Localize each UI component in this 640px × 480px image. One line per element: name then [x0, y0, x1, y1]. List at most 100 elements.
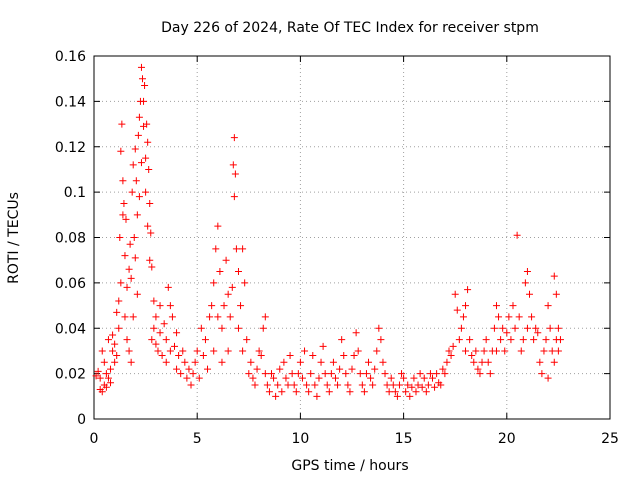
data-point: [466, 336, 474, 344]
data-point: [490, 324, 498, 332]
data-point: [140, 97, 148, 105]
data-point: [296, 358, 304, 366]
y-tick-label: 0.16: [55, 49, 86, 65]
data-point: [100, 358, 108, 366]
data-point: [201, 336, 209, 344]
data-point: [94, 367, 102, 375]
data-point: [214, 313, 222, 321]
data-point: [420, 374, 428, 382]
data-point: [367, 374, 375, 382]
data-point: [470, 358, 478, 366]
data-point: [120, 199, 128, 207]
data-point: [309, 351, 317, 359]
data-point: [187, 381, 195, 389]
data-point: [334, 381, 342, 389]
data-point: [521, 279, 529, 287]
data-point: [175, 351, 183, 359]
data-point: [542, 336, 550, 344]
data-point: [501, 347, 509, 355]
data-point: [441, 370, 449, 378]
data-point: [206, 313, 214, 321]
data-point: [486, 370, 494, 378]
data-point: [451, 290, 459, 298]
data-point: [216, 268, 224, 276]
data-point: [358, 381, 366, 389]
y-tick-label: 0.06: [55, 276, 86, 292]
data-point: [92, 372, 100, 380]
data-point: [414, 381, 422, 389]
data-point: [422, 388, 430, 396]
data-point: [428, 374, 436, 382]
data-point: [482, 336, 490, 344]
data-point: [329, 358, 337, 366]
data-point: [528, 313, 536, 321]
data-point: [98, 388, 106, 396]
data-point: [243, 336, 251, 344]
data-point: [131, 254, 139, 262]
data-point: [107, 365, 115, 373]
data-point: [214, 222, 222, 230]
data-point: [218, 358, 226, 366]
data-point: [546, 324, 554, 332]
data-point: [126, 240, 134, 248]
data-point: [109, 331, 117, 339]
data-point: [439, 365, 447, 373]
data-point: [548, 347, 556, 355]
data-point: [459, 313, 467, 321]
data-point: [317, 358, 325, 366]
data-point: [391, 388, 399, 396]
data-point: [222, 256, 230, 264]
data-point: [515, 313, 523, 321]
data-point: [145, 165, 153, 173]
data-point: [152, 313, 160, 321]
data-point: [158, 351, 166, 359]
data-point: [416, 370, 424, 378]
x-axis-label: GPS time / hours: [291, 458, 408, 474]
data-point: [113, 351, 121, 359]
data-point: [301, 347, 309, 355]
data-point: [142, 154, 150, 162]
data-point: [292, 388, 300, 396]
data-point: [274, 381, 282, 389]
data-point: [402, 388, 410, 396]
data-point: [294, 370, 302, 378]
data-point: [210, 279, 218, 287]
data-point: [144, 138, 152, 146]
data-point: [325, 388, 333, 396]
data-point: [146, 256, 154, 264]
data-point: [313, 392, 321, 400]
data-point: [228, 283, 236, 291]
data-point: [276, 365, 284, 373]
data-point: [305, 388, 313, 396]
data-point: [251, 381, 259, 389]
data-point: [550, 272, 558, 280]
data-point: [123, 283, 131, 291]
data-point: [383, 381, 391, 389]
data-point: [162, 358, 170, 366]
data-point: [199, 351, 207, 359]
data-point: [239, 347, 247, 355]
data-point: [193, 347, 201, 355]
data-point: [195, 374, 203, 382]
data-point: [224, 290, 232, 298]
x-tick-label: 10: [291, 431, 309, 447]
data-point: [147, 229, 155, 237]
data-point: [369, 381, 377, 389]
data-point: [323, 381, 331, 389]
data-point: [166, 347, 174, 355]
data-point: [379, 358, 387, 366]
data-point: [117, 147, 125, 155]
data-point: [218, 324, 226, 332]
data-point: [315, 374, 323, 382]
data-point: [554, 324, 562, 332]
data-point: [125, 347, 133, 355]
data-point: [457, 324, 465, 332]
data-point: [133, 211, 141, 219]
data-point: [146, 199, 154, 207]
data-point: [424, 381, 432, 389]
data-point: [280, 358, 288, 366]
plot-border: [93, 55, 611, 420]
y-axis: 0 0.02 0.04 0.06 0.08 0.1 0.12 0.14 0.16: [55, 49, 610, 428]
x-tick-label: 0: [90, 431, 99, 447]
x-tick-label: 5: [193, 431, 202, 447]
